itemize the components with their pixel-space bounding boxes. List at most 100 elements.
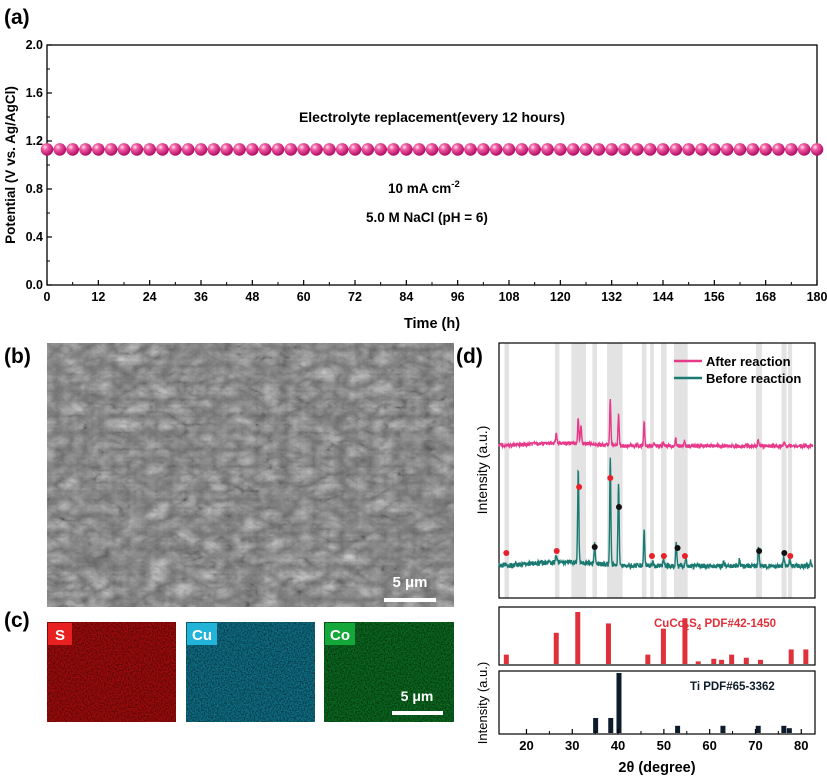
ref1-bar xyxy=(788,649,794,664)
ref1-label: CuCo2S4 PDF#42-1450 xyxy=(654,618,776,632)
potential-point xyxy=(169,143,182,156)
potential-point xyxy=(618,143,631,156)
potential-point xyxy=(579,143,593,156)
potential-point xyxy=(695,143,708,156)
x-axis-label-a: Time (h) xyxy=(404,316,460,332)
x-tick-label-d: 40 xyxy=(611,738,625,753)
x-tick-label-d: 50 xyxy=(657,738,671,753)
highlight-band xyxy=(554,343,560,598)
potential-point xyxy=(502,143,516,156)
potential-point xyxy=(207,143,221,156)
ref2-bar xyxy=(720,725,726,733)
potential-point xyxy=(130,143,144,156)
eds-co-label: Co xyxy=(330,627,350,644)
potential-point xyxy=(220,143,233,156)
potential-point xyxy=(284,143,298,156)
potential-point xyxy=(374,143,387,156)
xrd-curve-before-reaction xyxy=(498,457,814,571)
ref2-bars xyxy=(593,673,792,733)
phase-marker-red xyxy=(660,553,667,559)
x-tick-label-a: 48 xyxy=(245,290,259,304)
annotation-electrolyte: Electrolyte replacement(every 12 hours) xyxy=(299,109,565,125)
potential-point xyxy=(310,143,323,156)
x-tick-label-a: 108 xyxy=(499,290,520,304)
phase-marker-black xyxy=(615,504,622,510)
potential-point xyxy=(477,143,490,156)
potential-point xyxy=(759,143,772,156)
x-tick-label-a: 0 xyxy=(44,290,51,304)
potential-point xyxy=(271,143,285,156)
potential-point xyxy=(566,143,580,156)
ref1-frame xyxy=(498,606,816,666)
x-tick-label-a: 180 xyxy=(807,290,827,304)
annotation-current-main: 10 mA cm xyxy=(388,181,451,196)
x-tick-label-a: 72 xyxy=(348,290,362,304)
x-tick-label-a: 24 xyxy=(143,290,157,304)
ref2-frame xyxy=(498,670,816,735)
ref1-bar xyxy=(660,628,666,664)
phase-markers xyxy=(503,475,794,559)
x-tick-label-a: 120 xyxy=(550,290,571,304)
ref2-bar xyxy=(608,718,614,733)
ref1-bar xyxy=(758,659,764,664)
ref1-bar xyxy=(682,618,688,664)
potential-point xyxy=(631,143,644,156)
eds-cu-badge xyxy=(187,623,217,645)
ref2-bar xyxy=(781,725,787,733)
highlight-band xyxy=(787,343,793,598)
potential-point xyxy=(323,143,336,156)
eds-cu-label: Cu xyxy=(192,627,212,644)
highlight-band xyxy=(755,343,762,598)
potential-point xyxy=(258,143,272,156)
highlight-band xyxy=(571,343,587,598)
potential-point xyxy=(104,143,118,156)
ref1-label-sub1: 2 xyxy=(685,623,690,632)
eds-co-badge xyxy=(325,623,355,645)
ref1-label-mid: S xyxy=(689,618,697,630)
ref1-bar xyxy=(711,658,717,664)
eds-s-label: S xyxy=(55,627,65,644)
x-tick-label-a: 84 xyxy=(399,290,413,304)
x-axis-ticks-d: 20 30 40 50 60 70 80 xyxy=(519,729,808,753)
potential-point xyxy=(515,143,529,156)
x-tick-label-a: 12 xyxy=(91,290,105,304)
potential-point xyxy=(656,143,670,156)
potential-point xyxy=(297,143,310,156)
phase-marker-black xyxy=(674,545,681,551)
ref1-bar xyxy=(695,661,701,664)
potential-point xyxy=(117,143,131,156)
ref2-bar xyxy=(755,725,761,733)
panel-c: (c) S Cu Co 5 μm xyxy=(4,609,454,722)
potential-point xyxy=(361,143,375,156)
ref1-bar xyxy=(503,654,509,664)
x-tick-label-d: 80 xyxy=(794,738,808,753)
potential-point xyxy=(605,143,618,156)
eds-map-s: S xyxy=(47,622,176,722)
potential-point xyxy=(733,143,747,156)
potential-point xyxy=(772,143,785,156)
panel-label-d: (d) xyxy=(456,345,483,368)
potential-point xyxy=(708,143,721,156)
panel-a: (a) 0 12 24 36 48 60 72 84 96 108 120 132 144 156 168 1… xyxy=(3,6,827,332)
ref1-label-main: CuCo xyxy=(654,618,685,630)
potential-point xyxy=(348,143,362,156)
potential-point xyxy=(194,143,208,156)
potential-point xyxy=(720,143,734,156)
potential-point xyxy=(451,143,464,156)
potential-point xyxy=(79,143,92,156)
x-tick-label-a: 144 xyxy=(653,290,674,304)
panel-d: (d) 20 30 40 50 60 70 80 After reaction Before… xyxy=(456,342,816,776)
potential-point xyxy=(682,143,695,156)
annotation-current-sup: -2 xyxy=(451,179,459,190)
x-axis-ticks-a: 0 12 24 36 48 60 72 84 96 108 120 132 144 156 168 180 xyxy=(44,280,827,304)
x-tick-label-d: 60 xyxy=(702,738,716,753)
panel-label-c: (c) xyxy=(4,609,30,632)
potential-point xyxy=(387,143,400,156)
potential-point xyxy=(246,143,259,156)
y-tick-label-a: 0.8 xyxy=(26,182,43,196)
ref1-bar xyxy=(729,654,735,664)
potential-point xyxy=(554,143,567,156)
potential-point xyxy=(797,143,811,156)
phase-marker-black xyxy=(781,550,788,556)
